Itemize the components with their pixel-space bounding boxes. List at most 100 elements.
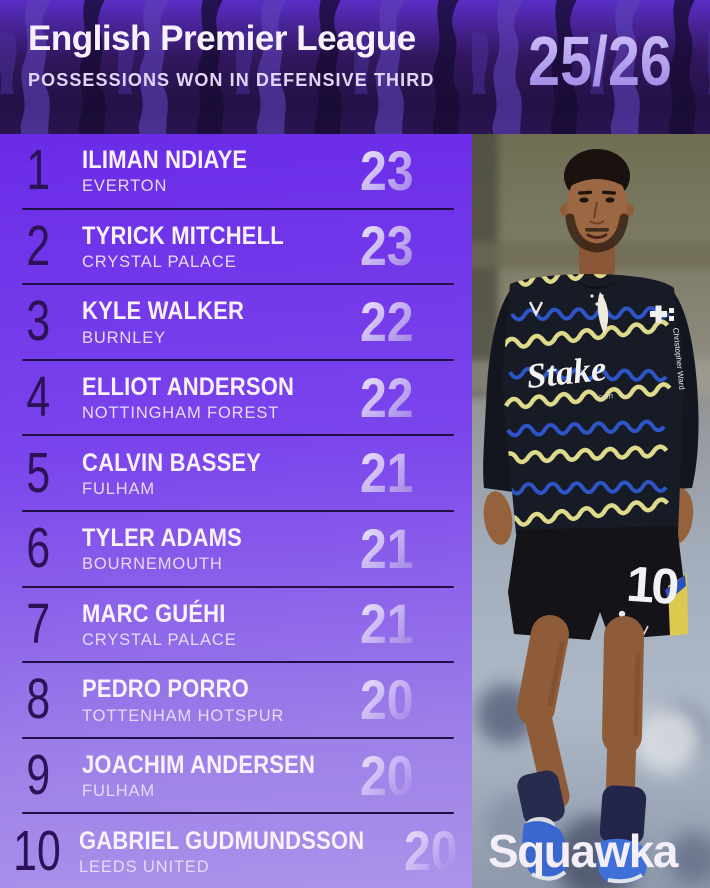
- stat-value-text: 21: [360, 441, 414, 505]
- mustache: [585, 228, 609, 232]
- stat-value: 23: [360, 218, 472, 274]
- player-name: JOACHIM ANDERSEN: [82, 750, 316, 779]
- rank-number: 8: [26, 667, 51, 732]
- shirt-sponsor-text: Stake: [525, 349, 608, 396]
- right-eye: [605, 197, 615, 203]
- nose: [589, 201, 605, 225]
- team-name: BOURNEMOUTH: [82, 554, 223, 574]
- left-ankle-wrap: [517, 770, 565, 826]
- row-divider: [22, 585, 454, 588]
- row-divider: [22, 736, 454, 739]
- row-divider: [22, 812, 454, 815]
- player-photo: Christopher Ward Stake .com 10: [472, 134, 710, 888]
- stat-value: 21: [360, 596, 472, 652]
- stat-value: 20: [360, 743, 472, 807]
- team-name: LEEDS UNITED: [79, 856, 210, 876]
- team-name: CRYSTAL PALACE: [82, 629, 237, 649]
- player-name: GABRIEL GUDMUNDSSON: [79, 826, 365, 855]
- club-crest-sail-icon: [597, 292, 609, 334]
- player-name: TYRICK MITCHELL: [82, 221, 284, 250]
- beard: [565, 213, 629, 253]
- row-divider: [22, 434, 454, 437]
- main-content: 1 ILIMAN NDIAYE EVERTON 23 2 TYRICK MITC…: [0, 134, 710, 888]
- stat-value-text: 23: [360, 214, 414, 278]
- stat-value-text: 23: [360, 138, 414, 202]
- row-divider: [22, 358, 454, 361]
- rank-number: 7: [26, 591, 51, 656]
- flame-pattern-background: [0, 0, 710, 134]
- stat-value-text: 20: [360, 743, 414, 807]
- leg-shading: [547, 641, 641, 737]
- castore-logo-icon: [528, 301, 544, 317]
- rank-number: 9: [26, 743, 51, 808]
- player-name: CALVIN BASSEY: [82, 448, 262, 477]
- mouth: [586, 233, 608, 239]
- list-item: 3 KYLE WALKER BURNLEY 22: [0, 285, 472, 359]
- team-name: EVERTON: [82, 176, 168, 196]
- list-item: 6 TYLER ADAMS BOURNEMOUTH 21: [0, 512, 472, 586]
- team-name: CRYSTAL PALACE: [82, 252, 237, 272]
- player-name: ILIMAN NDIAYE: [82, 146, 248, 175]
- left-boot: [522, 821, 568, 879]
- list-item: 9 JOACHIM ANDERSEN FULHAM 20: [0, 739, 472, 813]
- team-name: TOTTENHAM HOTSPUR: [82, 705, 285, 725]
- rank-number: 2: [26, 213, 51, 278]
- player-block: ILIMAN NDIAYE EVERTON: [72, 146, 360, 196]
- list-item: 1 ILIMAN NDIAYE EVERTON 23: [0, 134, 472, 208]
- shorts: [508, 526, 686, 640]
- stat-value-text: 20: [360, 667, 414, 731]
- row-divider: [22, 509, 454, 512]
- page-subtitle: POSSESSIONS WON IN DEFENSIVE THIRD: [28, 69, 435, 90]
- row-divider: [22, 661, 454, 664]
- player-figure: Christopher Ward Stake .com 10: [483, 149, 699, 884]
- rank-number: 1: [26, 138, 51, 203]
- stat-value-text: 21: [360, 516, 414, 580]
- player-block: PEDRO PORRO TOTTENHAM HOTSPUR: [72, 675, 360, 725]
- player-block: JOACHIM ANDERSEN FULHAM: [72, 750, 360, 801]
- player-block: GABRIEL GUDMUNDSSON LEEDS UNITED: [69, 826, 403, 876]
- shorts-blue-trim: [665, 575, 686, 601]
- list-item: 2 TYRICK MITCHELL CRYSTAL PALACE 23: [0, 210, 472, 284]
- team-name: FULHAM: [82, 478, 156, 498]
- team-name: FULHAM: [82, 781, 156, 801]
- left-boot-sole: [531, 870, 567, 881]
- stat-value: 21: [360, 445, 472, 501]
- left-eyebrow: [578, 190, 593, 195]
- left-hand: [483, 491, 513, 545]
- shirt-sponsor-suffix: .com: [595, 391, 614, 402]
- header: English Premier League POSSESSIONS WON I…: [0, 0, 710, 134]
- team-name: NOTTINGHAM FOREST: [82, 403, 280, 423]
- list-item: 10 GABRIEL GUDMUNDSSON LEEDS UNITED 20: [0, 814, 472, 888]
- player-block: KYLE WALKER BURNLEY: [72, 297, 360, 346]
- stat-value-text: 20: [403, 819, 458, 883]
- rank-number: 4: [26, 365, 51, 430]
- player-block: TYRICK MITCHELL CRYSTAL PALACE: [72, 221, 360, 272]
- right-boot-sole: [607, 873, 644, 884]
- player-head: [560, 149, 634, 253]
- shorts-number: 10: [625, 556, 680, 615]
- player-name: TYLER ADAMS: [82, 524, 243, 553]
- left-eye: [579, 197, 589, 203]
- shirt-collar: [572, 280, 622, 289]
- list-item: 4 ELLIOT ANDERSON NOTTINGHAM FOREST 22: [0, 361, 472, 435]
- list-item: 5 CALVIN BASSEY FULHAM 21: [0, 436, 472, 510]
- stat-value: 23: [360, 138, 472, 202]
- player-block: ELLIOT ANDERSON NOTTINGHAM FOREST: [72, 374, 360, 423]
- stat-value-text: 22: [360, 365, 414, 429]
- page-title: English Premier League: [28, 19, 416, 58]
- stat-value-text: 22: [360, 289, 414, 353]
- player-block: CALVIN BASSEY FULHAM: [72, 448, 360, 498]
- stat-list: 1 ILIMAN NDIAYE EVERTON 23 2 TYRICK MITC…: [0, 134, 472, 888]
- stat-value: 20: [360, 667, 472, 731]
- row-divider: [22, 283, 454, 286]
- row-divider: [22, 207, 454, 210]
- list-item: 7 MARC GUÉHI CRYSTAL PALACE 21: [0, 588, 472, 662]
- player-name: KYLE WALKER: [82, 297, 245, 326]
- player-name: PEDRO PORRO: [82, 675, 249, 704]
- player-photo-illustration: Christopher Ward Stake .com 10: [472, 134, 710, 888]
- stat-value: 22: [360, 289, 472, 353]
- stat-value: 20: [404, 823, 472, 879]
- right-ankle-wrap: [599, 785, 647, 845]
- player-name: MARC GUÉHI: [82, 599, 226, 628]
